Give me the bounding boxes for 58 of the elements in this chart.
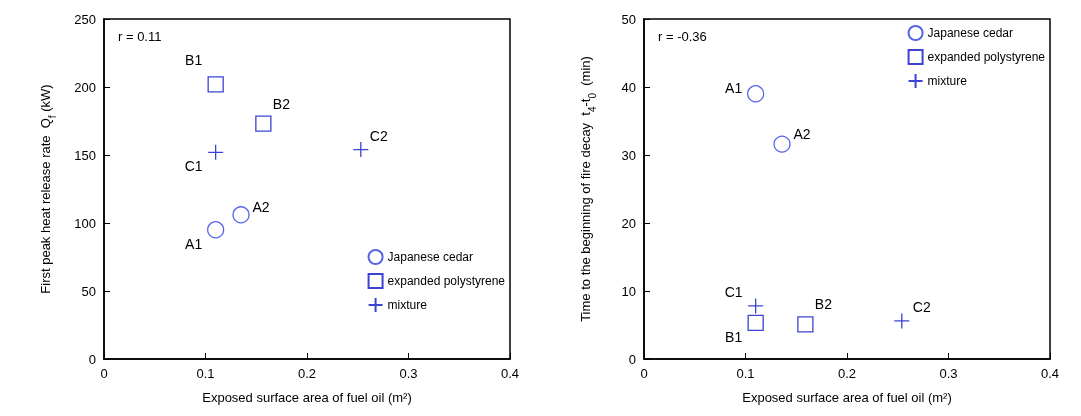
annotation: B2 [814,296,833,313]
annotation: C2 [369,127,388,144]
legend-label: mixture [387,298,428,312]
point [747,314,764,332]
point [255,115,272,132]
x-tick-label: 0.3 [939,366,958,381]
x-tick-label: 0.2 [297,366,317,381]
y-tick-label: 50 [81,283,96,299]
x-axis-title: Exposed surface area of fuel oil (m²) [202,390,412,405]
annotation: B1 [185,52,203,69]
y-tick-label: 0 [628,351,636,367]
x-tick-label: 0 [100,366,108,381]
annotation: B2 [272,95,291,112]
annotation: A2 [793,126,811,143]
point [747,297,764,315]
legend-label: Japanese cedar [927,26,1013,40]
annotation: C1 [184,158,203,175]
annotation: C2 [912,298,931,315]
annotation: r = -0.36 [658,29,707,44]
x-tick-label: 0.1 [736,366,755,381]
y-tick-label: 10 [621,283,636,299]
legend-label: expanded polystyrene [387,274,506,288]
y-tick-label: 40 [621,79,636,95]
point [747,85,765,103]
y-tick-label: 50 [621,11,636,27]
point [773,135,791,153]
annotation: r = 0.11 [118,29,162,44]
y-tick-label: 0 [88,351,96,367]
y-tick-label: 150 [74,147,96,163]
point [232,206,250,224]
x-tick-label: 0.4 [500,366,520,381]
annotation: C1 [724,283,743,300]
legend-label: mixture [927,74,968,88]
point [207,221,225,239]
point [797,316,814,333]
x-tick-label: 0.1 [196,366,215,381]
annotation: B1 [725,328,743,345]
y-tick-label: 30 [621,147,636,163]
y-axis-title: First peak heat release rate Qf (kW) [38,84,58,294]
point [207,76,224,93]
x-tick-label: 0.3 [399,366,418,381]
x-axis-title: Exposed surface area of fuel oil (m²) [742,390,952,405]
legend-label: expanded polystyrene [927,50,1046,64]
y-axis-title: Time to the beginning of fire decay t4-t0 (min) [578,56,598,322]
x-tick-label: 0 [640,366,648,381]
annotation: A1 [185,235,203,252]
point [207,144,224,161]
legend-label: Japanese cedar [387,250,473,264]
point [893,312,910,330]
annotation: A2 [252,198,270,215]
y-tick-label: 100 [74,215,96,231]
y-tick-label: 250 [74,11,96,27]
x-tick-label: 0.2 [837,366,857,381]
point [352,141,369,158]
y-tick-label: 20 [621,215,636,231]
x-tick-label: 0.4 [1040,366,1060,381]
annotation: A1 [725,79,743,96]
y-tick-label: 200 [74,79,96,95]
